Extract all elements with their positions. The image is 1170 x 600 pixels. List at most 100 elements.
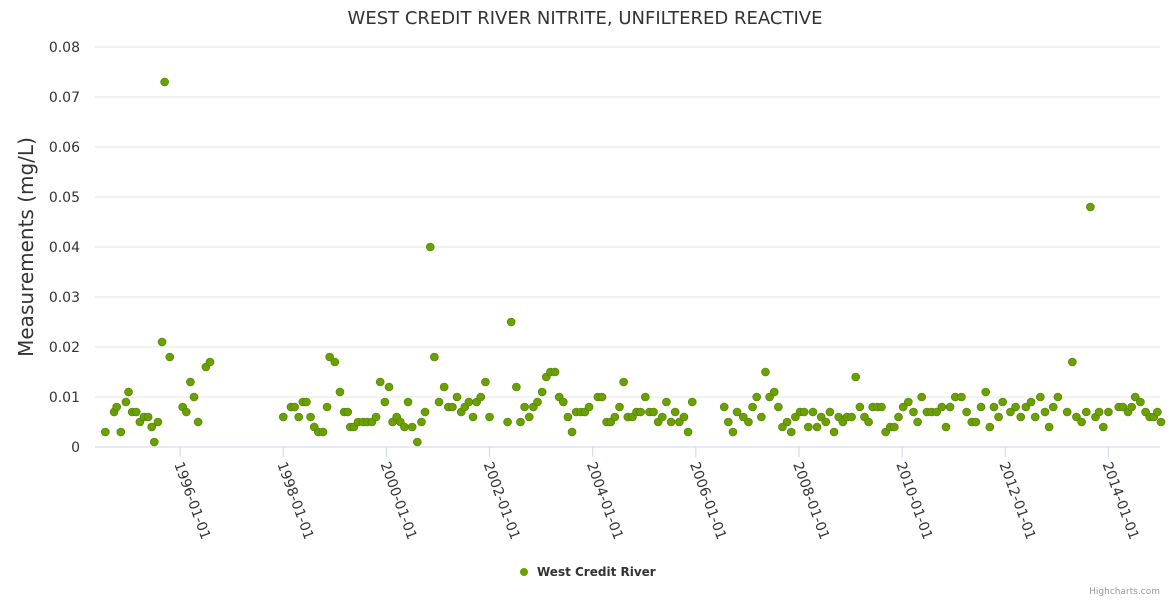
data-point[interactable] [769,387,779,397]
data-point[interactable] [636,407,645,417]
data-point[interactable] [325,352,334,362]
data-point[interactable] [121,397,131,407]
data-point[interactable] [165,352,175,362]
data-point[interactable] [584,402,594,412]
data-point[interactable] [1036,392,1045,402]
data-point[interactable] [160,77,169,87]
data-point[interactable] [1104,407,1113,417]
data-point[interactable] [724,417,733,427]
data-point[interactable] [1094,407,1104,417]
data-point[interactable] [537,387,547,397]
data-point[interactable] [1156,417,1166,427]
data-point[interactable] [666,417,676,427]
data-point[interactable] [1006,407,1015,417]
data-point[interactable] [732,407,742,417]
data-point[interactable] [998,397,1007,407]
data-point[interactable] [1048,402,1058,412]
data-point[interactable] [917,392,927,402]
data-point[interactable] [371,412,381,422]
data-point[interactable] [558,397,568,407]
data-point[interactable] [506,317,516,327]
data-point[interactable] [425,242,435,252]
data-point[interactable] [550,367,560,377]
data-point[interactable] [1153,407,1162,417]
data-point[interactable] [464,397,474,407]
data-point[interactable] [520,402,529,412]
data-point[interactable] [516,417,525,427]
data-point[interactable] [131,407,141,417]
data-point[interactable] [1016,412,1026,422]
legend-label[interactable]: West Credit River [537,565,656,579]
data-point[interactable] [322,402,332,412]
data-point[interactable] [481,377,490,387]
data-point[interactable] [1077,417,1086,427]
data-point[interactable] [971,417,981,427]
data-point[interactable] [1127,402,1136,412]
data-point[interactable] [476,392,486,402]
data-point[interactable] [420,407,430,417]
legend[interactable]: West Credit River [520,565,656,579]
data-point[interactable] [1118,402,1128,412]
data-point[interactable] [407,422,417,432]
data-point[interactable] [439,382,449,392]
data-point[interactable] [512,382,521,392]
data-point[interactable] [189,392,199,402]
data-point[interactable] [825,407,835,417]
data-point[interactable] [302,397,311,407]
data-point[interactable] [448,402,457,412]
data-point[interactable] [503,417,512,427]
data-point[interactable] [318,427,328,437]
data-point[interactable] [290,402,299,412]
data-point[interactable] [945,402,955,412]
data-point[interactable] [116,427,126,437]
data-point[interactable] [1030,412,1040,422]
data-point[interactable] [976,402,986,412]
data-point[interactable] [847,412,856,422]
data-point[interactable] [468,412,478,422]
data-point[interactable] [962,407,971,417]
data-point[interactable] [563,412,573,422]
data-point[interactable] [153,417,163,427]
data-point[interactable] [335,387,345,397]
data-point[interactable] [1040,407,1050,417]
data-point[interactable] [452,392,462,402]
data-point[interactable] [413,437,422,447]
data-point[interactable] [904,397,913,407]
data-point[interactable] [761,367,770,377]
data-point[interactable] [1062,407,1072,417]
data-point[interactable] [774,402,783,412]
data-point[interactable] [597,392,607,402]
data-point[interactable] [748,402,757,412]
data-point[interactable] [186,377,195,387]
data-point[interactable] [157,337,167,347]
data-point[interactable] [380,397,390,407]
data-point[interactable] [124,387,133,397]
data-point[interactable] [894,412,903,422]
data-point[interactable] [1044,422,1054,432]
data-point[interactable] [941,422,951,432]
data-point[interactable] [101,427,110,437]
credits-link[interactable]: Highcharts.com [1089,587,1160,597]
data-point[interactable] [150,437,159,447]
data-point[interactable] [619,377,628,387]
data-point[interactable] [567,427,577,437]
data-point[interactable] [799,407,809,417]
data-point[interactable] [728,427,738,437]
data-point[interactable] [1011,402,1020,412]
data-point[interactable] [687,397,697,407]
data-point[interactable] [658,412,667,422]
data-point[interactable] [719,402,729,412]
data-point[interactable] [786,427,796,437]
data-point[interactable] [375,377,385,387]
data-point[interactable] [1130,392,1140,402]
data-point[interactable] [1098,422,1108,432]
data-point[interactable] [524,412,534,422]
data-point[interactable] [306,412,315,422]
data-point[interactable] [615,402,624,412]
data-point[interactable] [112,402,121,412]
data-point[interactable] [485,412,494,422]
data-point[interactable] [1053,392,1063,402]
data-point[interactable] [205,357,215,367]
data-point[interactable] [143,412,153,422]
data-point[interactable] [985,422,995,432]
